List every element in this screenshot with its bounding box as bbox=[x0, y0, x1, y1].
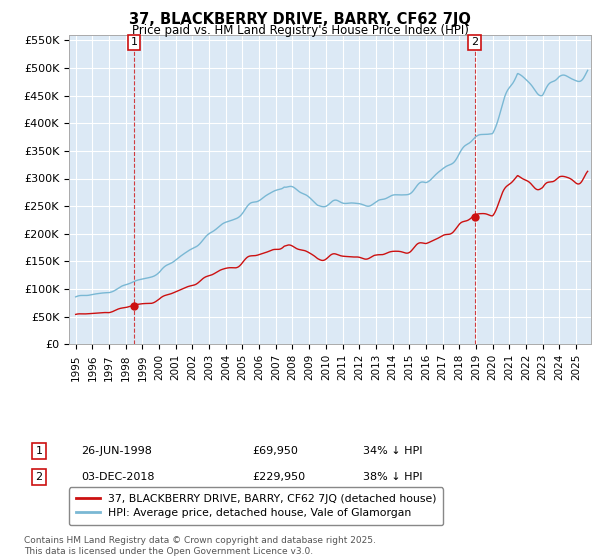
Text: 03-DEC-2018: 03-DEC-2018 bbox=[81, 472, 155, 482]
Text: 2: 2 bbox=[35, 472, 43, 482]
Legend: 37, BLACKBERRY DRIVE, BARRY, CF62 7JQ (detached house), HPI: Average price, deta: 37, BLACKBERRY DRIVE, BARRY, CF62 7JQ (d… bbox=[69, 487, 443, 525]
Text: 1: 1 bbox=[35, 446, 43, 456]
Text: 38% ↓ HPI: 38% ↓ HPI bbox=[363, 472, 422, 482]
Text: 34% ↓ HPI: 34% ↓ HPI bbox=[363, 446, 422, 456]
Text: £229,950: £229,950 bbox=[252, 472, 305, 482]
Text: 2: 2 bbox=[471, 38, 478, 48]
Text: Contains HM Land Registry data © Crown copyright and database right 2025.
This d: Contains HM Land Registry data © Crown c… bbox=[24, 536, 376, 556]
Text: £69,950: £69,950 bbox=[252, 446, 298, 456]
Text: 26-JUN-1998: 26-JUN-1998 bbox=[81, 446, 152, 456]
Text: Price paid vs. HM Land Registry's House Price Index (HPI): Price paid vs. HM Land Registry's House … bbox=[131, 24, 469, 37]
Text: 37, BLACKBERRY DRIVE, BARRY, CF62 7JQ: 37, BLACKBERRY DRIVE, BARRY, CF62 7JQ bbox=[129, 12, 471, 27]
Text: 1: 1 bbox=[130, 38, 137, 48]
